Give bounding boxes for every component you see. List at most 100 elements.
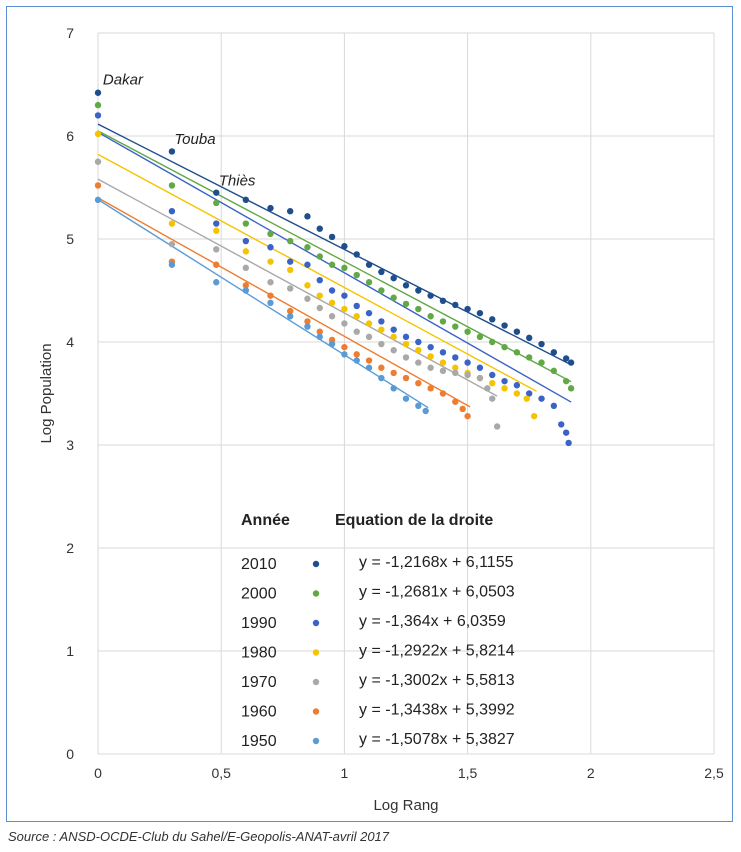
point-2010 [464, 305, 471, 313]
point-2000 [316, 253, 323, 260]
point-1990 [476, 364, 484, 371]
point-1950 [316, 333, 323, 341]
point-1950 [365, 364, 373, 371]
point-1950 [168, 261, 176, 268]
trendline-2010 [97, 123, 572, 366]
point-1980 [242, 248, 250, 255]
point-2010 [390, 274, 397, 282]
y-tick-label: 3 [66, 437, 74, 453]
point-1990 [242, 237, 250, 245]
point-1950 [213, 279, 220, 286]
point-1990 [353, 302, 360, 310]
trendline-1990 [97, 131, 572, 403]
point-2010 [550, 349, 558, 356]
y-tick-label: 0 [66, 746, 74, 762]
legend-marker-1960 [312, 708, 320, 715]
legend-year-1950: 1950 [241, 733, 277, 750]
point-2000 [550, 367, 558, 375]
point-1960 [267, 292, 274, 299]
point-1960 [464, 412, 471, 420]
point-1960 [378, 364, 385, 371]
point-1990 [526, 390, 533, 397]
point-1970 [378, 340, 385, 348]
point-1950 [341, 351, 348, 358]
point-1970 [341, 320, 348, 327]
point-2000 [439, 318, 447, 325]
point-1990 [565, 439, 572, 447]
point-2010 [513, 328, 521, 335]
y-tick-label: 6 [66, 128, 74, 144]
point-1990 [550, 402, 558, 410]
point-1990 [513, 382, 521, 389]
point-2000 [365, 279, 373, 286]
point-1970 [286, 285, 294, 292]
point-1970 [427, 364, 434, 371]
point-1960 [439, 390, 447, 397]
point-1960 [415, 380, 422, 387]
point-2000 [213, 199, 220, 207]
point-2010 [427, 292, 434, 299]
point-1990 [365, 309, 373, 317]
point-2000 [415, 305, 422, 313]
legend-equation-1960: y = -1,3438x + 5,3992 [359, 702, 515, 719]
point-1990 [439, 349, 447, 356]
point-1960 [452, 398, 459, 405]
point-1990 [452, 354, 459, 361]
point-1990 [328, 287, 336, 294]
point-2000 [501, 343, 508, 351]
y-tick-label: 4 [66, 334, 74, 350]
point-2010 [353, 251, 360, 258]
point-2000 [378, 287, 385, 294]
point-1950 [328, 340, 336, 348]
point-1970 [415, 359, 422, 366]
legend-marker-2000 [312, 590, 320, 597]
point-2000 [526, 354, 533, 361]
point-1960 [316, 328, 323, 335]
point-1950 [304, 323, 311, 330]
point-2000 [567, 385, 575, 392]
point-1990 [464, 359, 471, 366]
point-1980 [286, 266, 294, 274]
legend-year-1970: 1970 [241, 674, 277, 691]
point-1990 [501, 377, 508, 385]
point-2010 [489, 316, 496, 323]
source-note: Source : ANSD-OCDE-Club du Sahel/E-Geopo… [8, 829, 390, 844]
point-2010 [476, 309, 484, 317]
point-1970 [493, 423, 501, 430]
legend-year-2010: 2010 [241, 556, 277, 573]
scatter-chart: 0 1 2 3 4 5 6 7 0 0,5 1 1,5 2 2,5 Log Rang Log Populati… [38, 25, 724, 814]
legend-marker-2010 [312, 560, 320, 568]
point-1990 [378, 318, 385, 325]
point-1960 [213, 261, 220, 268]
point-1960 [390, 369, 397, 377]
point-2000 [341, 264, 348, 272]
point-2000 [267, 230, 274, 238]
point-1990 [415, 338, 422, 346]
point-2010 [501, 322, 508, 329]
point-1950 [422, 407, 429, 415]
point-1970 [464, 371, 471, 379]
city-label-thiès: Thiès [219, 172, 256, 189]
point-2000 [286, 237, 294, 245]
legend-equation-2010: y = -1,2168x + 6,1155 [359, 554, 514, 571]
point-2000 [476, 333, 484, 341]
point-1990 [402, 333, 410, 341]
point-1980 [304, 282, 311, 289]
legend-year-2000: 2000 [241, 586, 277, 603]
legend-marker-1990 [312, 619, 320, 627]
x-tick-label: 0,5 [211, 765, 231, 781]
point-2000 [304, 244, 311, 251]
point-1970 [390, 347, 397, 354]
point-2010 [328, 233, 336, 241]
point-1980 [523, 395, 530, 402]
point-1980 [415, 347, 422, 354]
point-2010 [341, 243, 348, 250]
x-tick-label: 2 [587, 765, 595, 781]
point-1990 [489, 371, 496, 379]
legend-year-1960: 1960 [241, 704, 277, 721]
point-2010 [526, 334, 533, 342]
point-2000 [464, 328, 471, 335]
y-tick-label: 7 [66, 25, 74, 41]
point-1980 [489, 380, 496, 387]
point-2000 [242, 220, 250, 227]
